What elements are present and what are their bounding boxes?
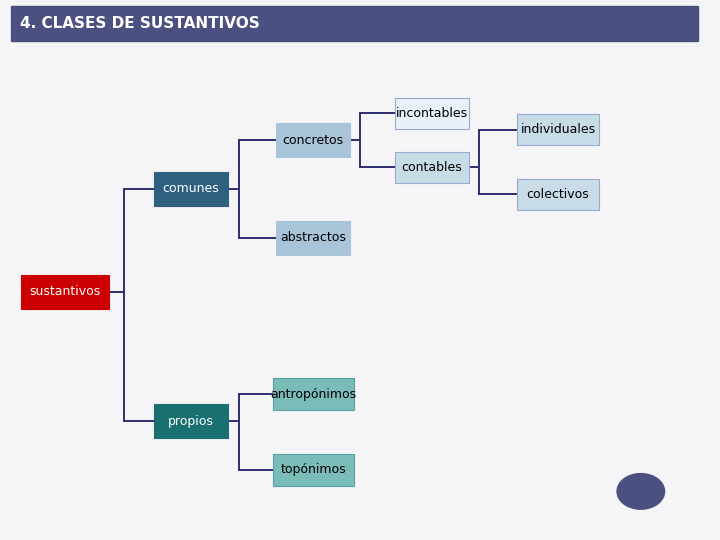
Text: contables: contables — [402, 161, 462, 174]
FancyBboxPatch shape — [518, 179, 599, 210]
FancyBboxPatch shape — [276, 123, 351, 157]
Text: propios: propios — [168, 415, 214, 428]
FancyBboxPatch shape — [272, 454, 354, 486]
FancyBboxPatch shape — [20, 275, 109, 309]
Text: individuales: individuales — [521, 123, 595, 136]
FancyBboxPatch shape — [272, 378, 354, 410]
FancyBboxPatch shape — [276, 220, 351, 254]
Text: antropónimos: antropónimos — [270, 388, 356, 401]
FancyBboxPatch shape — [154, 172, 228, 206]
Text: abstractos: abstractos — [280, 231, 346, 244]
FancyBboxPatch shape — [395, 98, 469, 129]
Circle shape — [617, 474, 665, 509]
Text: incontables: incontables — [396, 107, 468, 120]
FancyBboxPatch shape — [518, 114, 599, 145]
Text: 4. CLASES DE SUSTANTIVOS: 4. CLASES DE SUSTANTIVOS — [20, 16, 260, 31]
Text: colectivos: colectivos — [526, 188, 590, 201]
FancyBboxPatch shape — [11, 6, 698, 40]
FancyBboxPatch shape — [395, 152, 469, 183]
FancyBboxPatch shape — [154, 404, 228, 438]
Text: concretos: concretos — [283, 134, 343, 147]
Text: sustantivos: sustantivos — [30, 285, 100, 298]
Text: comunes: comunes — [163, 183, 219, 195]
Text: topónimos: topónimos — [280, 463, 346, 476]
